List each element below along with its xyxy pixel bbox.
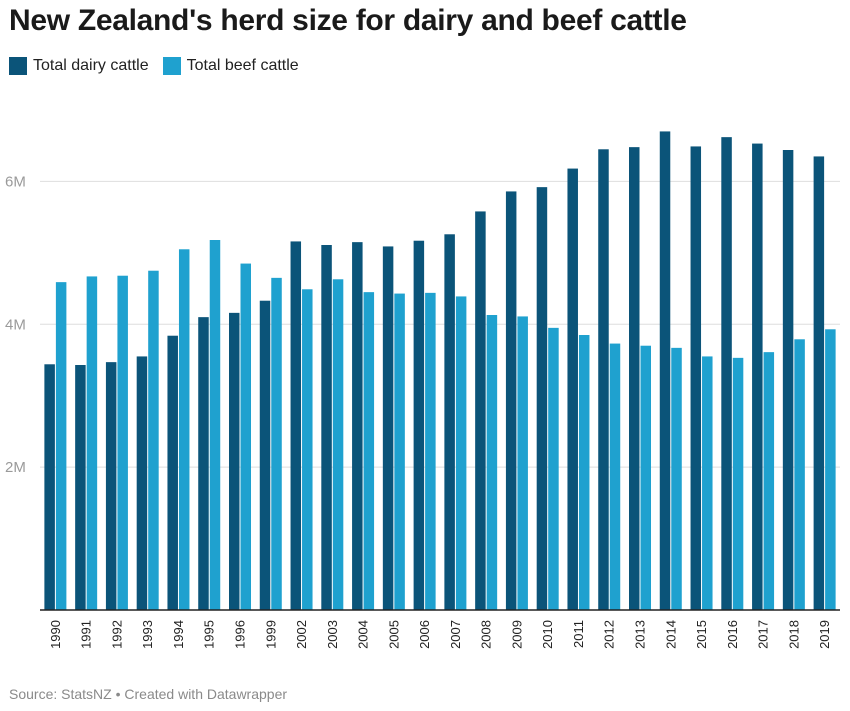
bar-beef [394, 293, 405, 610]
x-tick-label: 2019 [817, 620, 832, 649]
bar-beef [548, 327, 559, 610]
bar-beef [732, 357, 744, 610]
bar-dairy [321, 245, 332, 610]
x-tick-label: 2015 [694, 620, 709, 649]
bar-dairy [44, 364, 55, 610]
bar-dairy [782, 150, 794, 610]
legend-swatch-beef [162, 57, 181, 75]
bar-dairy [536, 187, 548, 610]
y-tick-label: 4M [5, 316, 26, 333]
bar-dairy [413, 240, 425, 610]
bar-dairy [444, 234, 455, 611]
bar-dairy [167, 335, 178, 610]
x-tick-label: 2017 [756, 620, 771, 649]
bar-dairy [567, 168, 578, 611]
x-tick-label: 1990 [48, 620, 63, 649]
bar-dairy [75, 365, 86, 610]
bar-beef [86, 276, 98, 610]
bar-dairy [659, 131, 671, 610]
bar-beef [271, 277, 282, 610]
x-tick-label: 2009 [509, 620, 524, 649]
bar-beef [240, 263, 251, 610]
chart-title: New Zealand's herd size for dairy and be… [9, 4, 687, 37]
x-tick-label: 2016 [725, 620, 740, 649]
bar-dairy [505, 191, 517, 610]
bar-beef [702, 356, 713, 610]
bar-beef [825, 329, 836, 610]
bar-dairy [136, 356, 148, 610]
bar-dairy [198, 317, 209, 610]
bar-beef [55, 282, 67, 610]
x-tick-label: 2006 [417, 620, 432, 649]
x-tick-label: 2004 [356, 620, 371, 649]
bar-dairy [690, 146, 702, 610]
bar-beef [117, 275, 128, 610]
x-tick-label: 1996 [233, 620, 248, 649]
bar-dairy [475, 211, 486, 610]
x-tick-label: 1993 [140, 620, 155, 649]
bar-beef [640, 345, 651, 610]
x-tick-label: 2014 [663, 620, 678, 649]
bar-dairy [382, 246, 394, 610]
bar-dairy [721, 137, 732, 610]
bar-beef [486, 315, 498, 610]
legend-label-dairy: Total dairy cattle [33, 57, 149, 74]
x-tick-label: 2002 [294, 620, 309, 649]
bar-dairy [105, 362, 117, 610]
source-note: Source: StatsNZ • Created with Datawrapp… [9, 686, 288, 702]
y-tick-label: 6M [5, 173, 26, 190]
x-tick-label: 1999 [263, 620, 278, 649]
legend-swatch-dairy [9, 57, 27, 75]
legend-label-beef: Total beef cattle [186, 57, 299, 74]
x-tick-label: 2011 [571, 620, 586, 648]
bar-dairy [752, 143, 763, 611]
legend: Total dairy cattle Total beef cattle [9, 57, 313, 75]
bar-beef [302, 289, 313, 610]
y-tick-label: 2M [5, 459, 26, 476]
bar-beef [148, 270, 159, 610]
x-tick-label: 1995 [202, 620, 217, 649]
x-tick-label: 2012 [602, 620, 617, 649]
x-tick-label: 2013 [633, 620, 648, 649]
x-tick-label: 2010 [540, 620, 555, 649]
x-tick-label: 1994 [171, 620, 186, 649]
bar-beef [609, 343, 621, 610]
x-tick-label: 2003 [325, 620, 340, 649]
bar-beef [671, 347, 682, 610]
bar-dairy [290, 241, 302, 610]
bar-beef [517, 316, 528, 610]
bar-dairy [813, 156, 825, 610]
x-tick-label: 2005 [386, 620, 401, 649]
legend-item-beef: Total beef cattle [162, 57, 299, 75]
legend-item-dairy: Total dairy cattle [9, 57, 149, 75]
bar-beef [794, 339, 805, 610]
bar-dairy [629, 147, 640, 610]
x-tick-label: 1992 [109, 620, 124, 649]
bar-beef [178, 249, 190, 611]
bar-beef [209, 240, 221, 610]
x-tick-label: 2018 [786, 620, 801, 649]
bar-beef [425, 292, 436, 610]
bar-beef [363, 292, 375, 610]
bar-beef [763, 352, 775, 610]
bar-beef [455, 296, 467, 610]
bar-dairy [352, 242, 363, 610]
bar-dairy [259, 300, 271, 610]
bar-dairy [229, 312, 240, 610]
bar-beef [332, 279, 344, 610]
x-tick-label: 2007 [448, 620, 463, 649]
x-tick-label: 2008 [479, 620, 494, 649]
bar-beef [578, 335, 590, 610]
bar-dairy [598, 149, 609, 611]
x-tick-label: 1991 [79, 620, 94, 649]
